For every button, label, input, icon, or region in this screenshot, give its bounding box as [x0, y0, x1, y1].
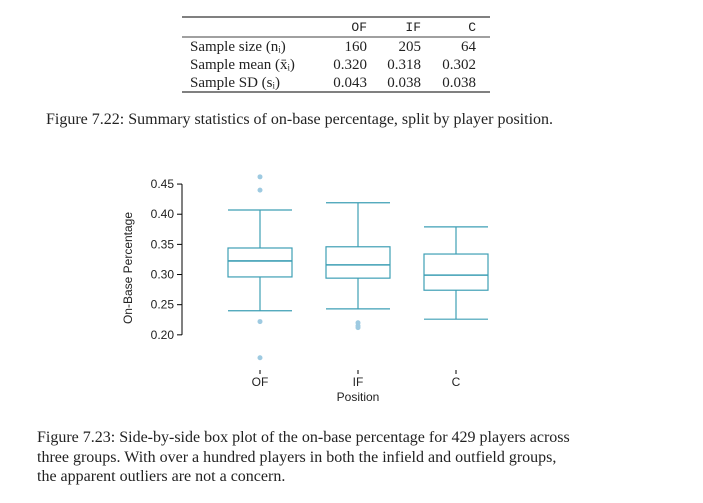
- table-cell: 160: [345, 39, 368, 55]
- x-tick-label: OF: [252, 375, 269, 389]
- y-axis-label: On-Base Percentage: [121, 212, 135, 324]
- row-label: Sample size (nᵢ): [190, 39, 286, 55]
- x-tick-label: C: [452, 375, 461, 389]
- box: [325, 246, 391, 279]
- y-tick-label: 0.30: [151, 268, 175, 282]
- y-tick-label: 0.35: [151, 237, 175, 251]
- y-tick-label: 0.25: [151, 298, 175, 312]
- outlier: [355, 325, 361, 331]
- row-label: Sample mean (x̄ᵢ): [190, 57, 295, 73]
- x-axis-label: Position: [337, 390, 380, 404]
- column-header: OF: [351, 20, 367, 35]
- table-cell: 64: [461, 39, 477, 55]
- table-cell: 0.318: [387, 57, 421, 73]
- chart-caption: Figure 7.23: Side-by-side box plot of th…: [37, 429, 570, 446]
- chart-caption: three groups. With over a hundred player…: [37, 449, 556, 466]
- chart-caption: the apparent outliers are not a concern.: [37, 468, 285, 485]
- outlier: [257, 355, 263, 361]
- y-tick-label: 0.45: [151, 177, 175, 191]
- x-tick-label: IF: [353, 375, 364, 389]
- column-header: IF: [405, 20, 421, 35]
- box: [227, 247, 293, 278]
- table-cell: 0.038: [387, 75, 421, 91]
- column-header: C: [468, 20, 476, 35]
- outlier: [257, 174, 263, 180]
- box: [423, 253, 489, 291]
- table-cell: 0.043: [333, 75, 367, 91]
- table-caption: Figure 7.22: Summary statistics of on-ba…: [46, 111, 553, 128]
- table-cell: 0.038: [442, 75, 476, 91]
- table-cell: 0.320: [333, 57, 367, 73]
- outlier: [257, 187, 263, 193]
- table-cell: 205: [399, 39, 422, 55]
- y-tick-label: 0.40: [151, 207, 175, 221]
- table-cell: 0.302: [442, 57, 476, 73]
- outlier: [257, 319, 263, 325]
- row-label: Sample SD (sᵢ): [190, 75, 280, 91]
- y-tick-label: 0.20: [151, 328, 175, 342]
